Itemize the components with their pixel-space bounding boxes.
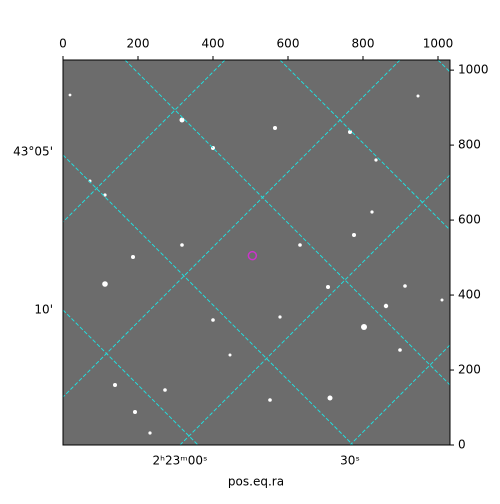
x-tick-label: 0: [59, 37, 67, 51]
marker: [247, 250, 258, 261]
axes-frame: [62, 59, 451, 446]
x-axis-label: pos.eq.ra: [228, 475, 284, 489]
x-tick-label: 1000: [423, 37, 454, 51]
x-tick-label: 800: [352, 37, 375, 51]
y-tick-label: 200: [458, 363, 481, 377]
dec-tick-label: 10': [34, 303, 53, 317]
y-tick-label: 800: [458, 138, 481, 152]
y-tick-label: 600: [458, 213, 481, 227]
sky-image: [63, 60, 450, 445]
dec-tick-label: 43°05': [13, 145, 53, 159]
x-tick-label: 400: [202, 37, 225, 51]
y-tick-label: 400: [458, 288, 481, 302]
coordinate-grid: [63, 60, 450, 445]
x-tick-label: 600: [277, 37, 300, 51]
ra-tick-label: 30ˢ: [340, 454, 360, 468]
y-tick-label: 0: [458, 438, 466, 452]
ra-tick-label: 2ʰ23ᵐ00ˢ: [153, 454, 208, 468]
y-tick-label: 1000: [458, 63, 489, 77]
x-tick-label: 200: [127, 37, 150, 51]
